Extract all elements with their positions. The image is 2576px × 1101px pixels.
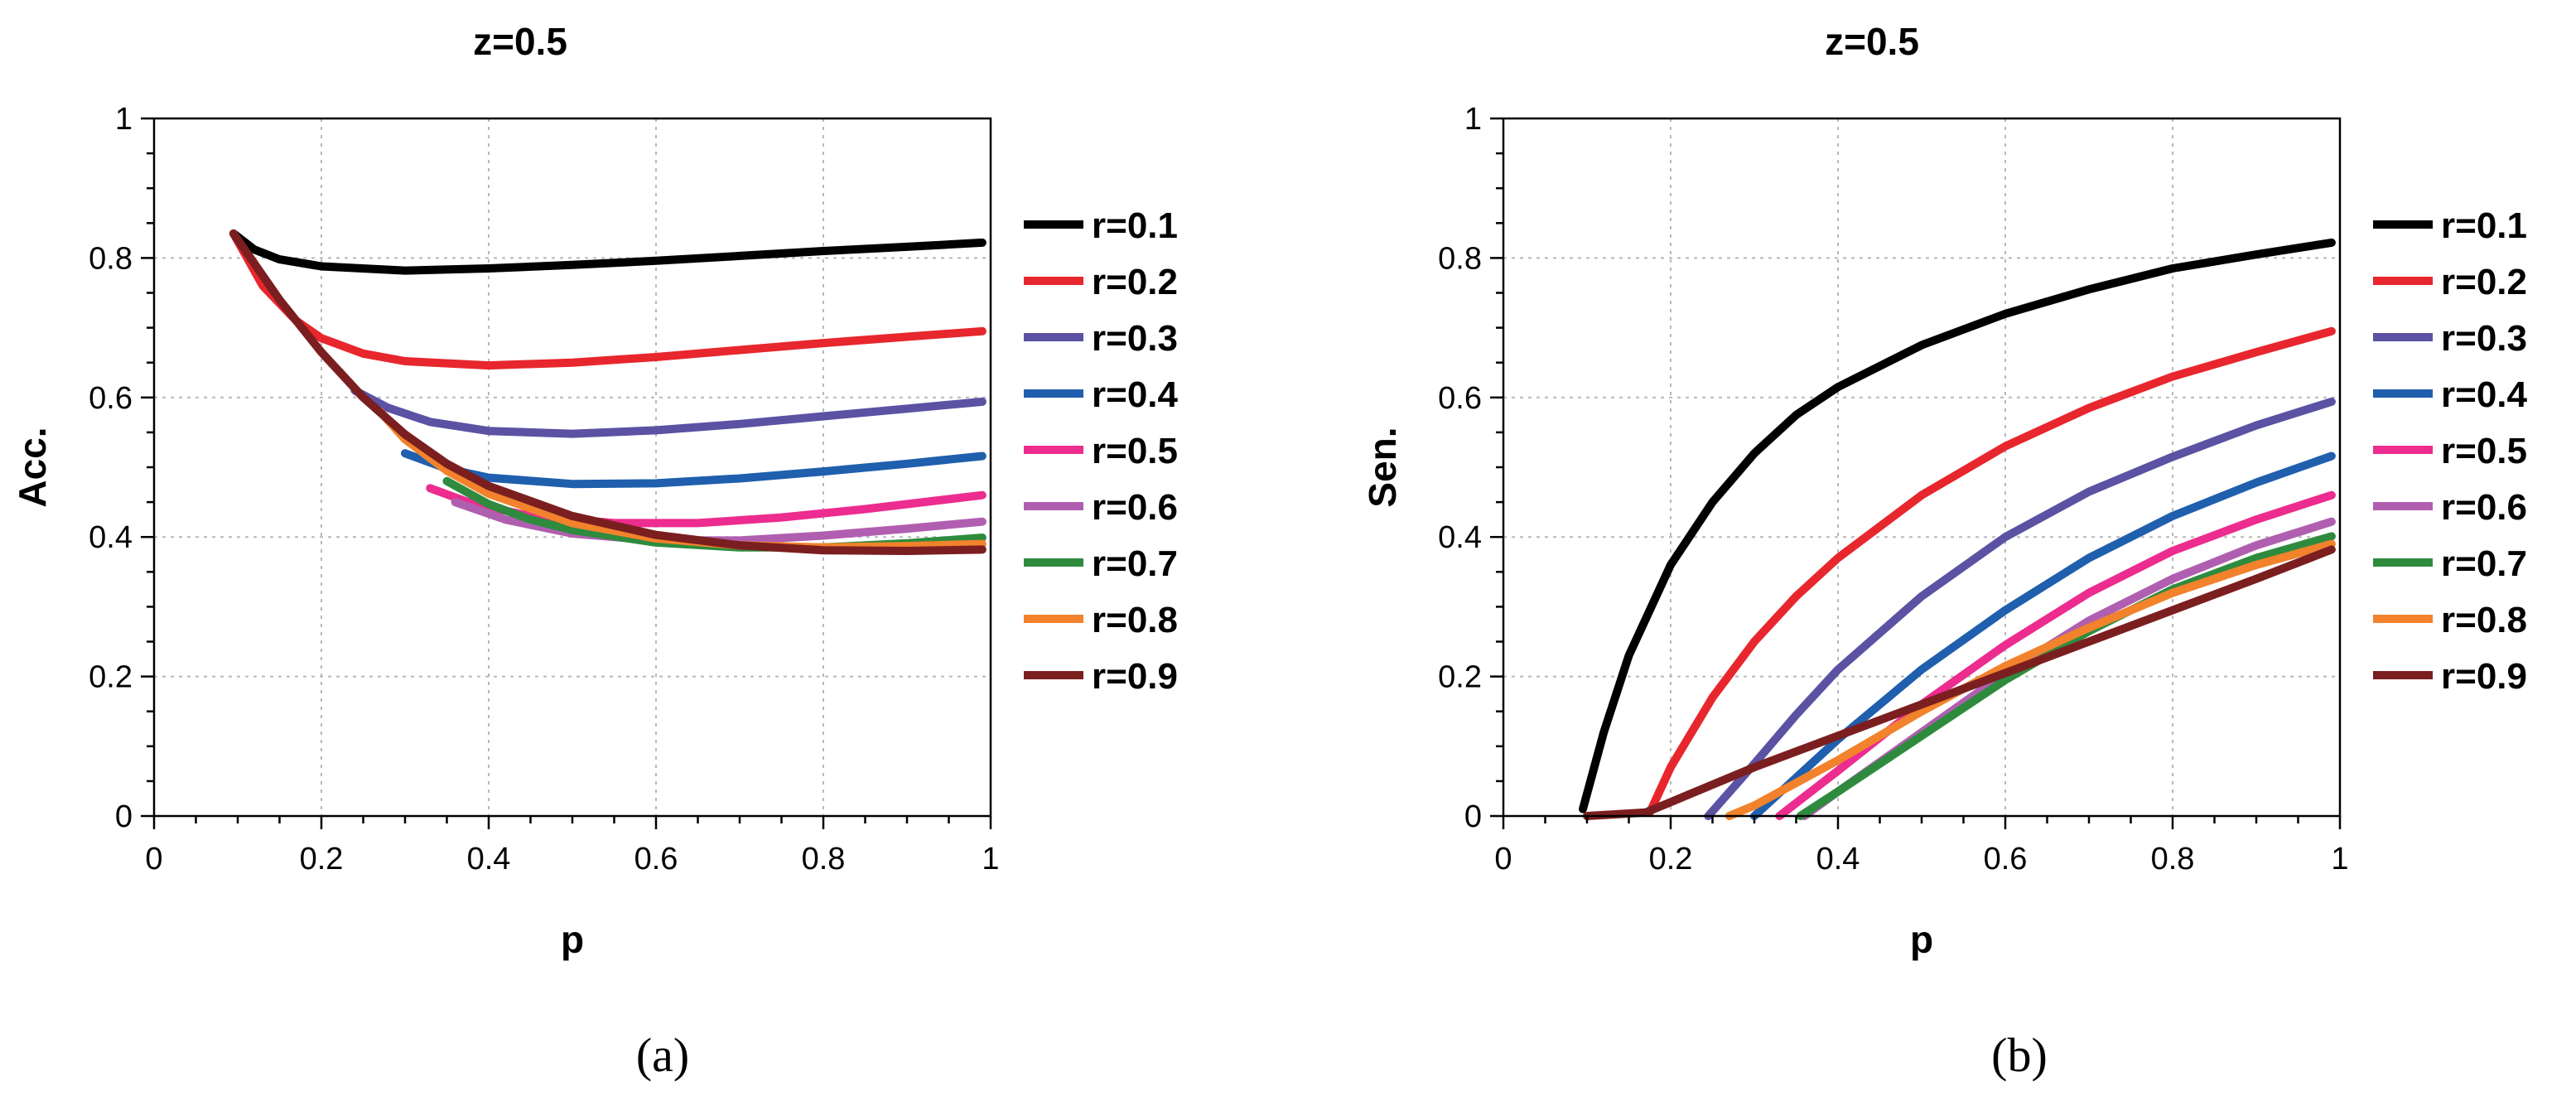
series-line-r-0.3	[350, 386, 987, 438]
legend-item: r=0.8	[2373, 600, 2527, 640]
x-tick-label: 0.4	[467, 842, 511, 876]
series-line-r-0.4	[401, 449, 987, 489]
legend-label: r=0.2	[2441, 262, 2527, 302]
legend-label: r=0.9	[1092, 656, 1178, 697]
y-axis-label: Acc.	[11, 427, 54, 507]
legend-label: r=0.8	[2441, 600, 2527, 640]
series-lines	[1579, 238, 2336, 820]
legend-label: r=0.2	[1092, 262, 1178, 302]
y-axis-label: Sen.	[1361, 427, 1404, 507]
legend: r=0.1 r=0.2 r=0.3 r=0.4 r=0.5 r=0.6 r=0.7 r=0.8…	[1024, 205, 1179, 697]
legend-label: r=0.4	[2441, 374, 2528, 415]
legend-item: r=0.7	[2373, 543, 2527, 584]
legend-label: r=0.4	[1092, 374, 1179, 415]
y-tick-label: 0.8	[1438, 241, 1482, 276]
series-line-r-0.5	[1775, 490, 2336, 820]
legend-label: r=0.7	[1092, 543, 1178, 584]
legend-label: r=0.8	[1092, 600, 1178, 640]
x-axis-label: p	[561, 918, 584, 961]
series-line-r-0.2	[229, 229, 987, 370]
series-line-r-0.1	[1579, 238, 2336, 814]
y-tick-label: 0	[115, 799, 133, 834]
legend-label: r=0.5	[2441, 431, 2527, 471]
x-tick-label: 0	[145, 842, 162, 876]
series-line-r-0.8	[1725, 539, 2336, 820]
series-line-r-0.4	[1750, 452, 2336, 820]
tick-marks	[141, 117, 992, 829]
legend-item: r=0.4	[2373, 374, 2528, 415]
series-lines	[229, 229, 987, 555]
x-tick-label: 0.2	[1649, 842, 1693, 876]
x-axis-label: p	[1910, 918, 1933, 961]
series-line-r-0.9	[229, 229, 987, 555]
x-tick-label: 0.6	[1984, 842, 2028, 876]
series-line-r-0.1	[229, 229, 987, 275]
y-tick-label: 0	[1464, 799, 1482, 834]
legend-item: r=0.9	[2373, 656, 2527, 697]
x-tick-label: 0	[1494, 842, 1512, 876]
legend-item: r=0.7	[1024, 543, 1178, 584]
x-tick-label: 0.2	[300, 842, 344, 876]
panel-b: 0 0.2 0.4 0.6 0.8 1 0 0.2 0.4 0.6 0.8 1 z=0.5 p Sen. r=…	[1361, 20, 2528, 1082]
legend-item: r=0.4	[1024, 374, 1179, 415]
y-tick-label: 0.2	[1438, 660, 1482, 695]
legend-label: r=0.7	[2441, 543, 2527, 584]
series-line-r-0.3	[1704, 397, 2336, 820]
panel-a: 0 0.2 0.4 0.6 0.8 1 0 0.2 0.4 0.6 0.8 1 z=0.5 p Acc. r=…	[11, 20, 1179, 1082]
x-tick-label: 0.4	[1816, 842, 1860, 876]
legend-label: r=0.5	[1092, 431, 1178, 471]
series-line-r-0.9	[1583, 545, 2336, 820]
tick-marks	[1490, 117, 2342, 829]
legend-item: r=0.6	[1024, 487, 1178, 528]
legend-label: r=0.1	[1092, 205, 1178, 246]
legend-item: r=0.8	[1024, 600, 1178, 640]
legend-item: r=0.1	[2373, 205, 2527, 246]
y-tick-label: 0.2	[89, 660, 133, 695]
legend-item: r=0.3	[2373, 318, 2527, 359]
x-tick-label: 0.6	[634, 842, 678, 876]
legend-label: r=0.6	[1092, 487, 1178, 528]
y-tick-label: 1	[115, 102, 133, 137]
legend-item: r=0.3	[1024, 318, 1178, 359]
legend-item: r=0.2	[2373, 262, 2527, 302]
legend-item: r=0.6	[2373, 487, 2527, 528]
x-tick-label: 0.8	[802, 842, 846, 876]
legend-label: r=0.1	[2441, 205, 2527, 246]
legend-item: r=0.1	[1024, 205, 1178, 246]
legend-item: r=0.2	[1024, 262, 1178, 302]
legend-label: r=0.3	[2441, 318, 2527, 359]
legend-item: r=0.5	[2373, 431, 2527, 471]
legend-label: r=0.3	[1092, 318, 1178, 359]
x-tick-label: 0.8	[2151, 842, 2195, 876]
y-tick-label: 0.4	[1438, 520, 1482, 555]
y-tick-label: 0.8	[89, 241, 133, 276]
y-tick-label: 0.6	[1438, 381, 1482, 416]
x-tick-label: 1	[2331, 842, 2348, 876]
y-tick-label: 0.6	[89, 381, 133, 416]
legend: r=0.1 r=0.2 r=0.3 r=0.4 r=0.5 r=0.6 r=0.7 r=0.8…	[2373, 205, 2528, 697]
legend-item: r=0.9	[1024, 656, 1178, 697]
legend-item: r=0.5	[1024, 431, 1178, 471]
chart-title: z=0.5	[473, 20, 567, 63]
y-tick-label: 0.4	[89, 520, 133, 555]
legend-label: r=0.9	[2441, 656, 2527, 697]
x-tick-label: 1	[982, 842, 999, 876]
legend-label: r=0.6	[2441, 487, 2527, 528]
chart-title: z=0.5	[1825, 20, 1919, 63]
panel-caption: (b)	[1991, 1028, 2048, 1082]
series-line-r-0.2	[1645, 326, 2336, 817]
panel-caption: (a)	[636, 1028, 689, 1082]
y-tick-label: 1	[1464, 102, 1482, 137]
